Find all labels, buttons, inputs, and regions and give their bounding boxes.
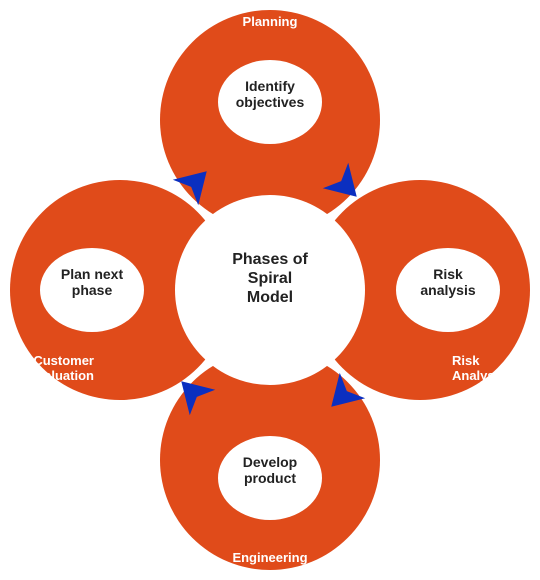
petal-right-label: Risk analysis (396, 266, 500, 298)
petal-bottom-label: Develop product (218, 454, 322, 486)
caption-right: Risk Analysis (452, 338, 524, 383)
spiral-model-diagram: Phases of Spiral Model Identify objectiv… (0, 0, 540, 580)
caption-top: Planning (220, 14, 320, 29)
center-label: Phases of Spiral Model (180, 250, 360, 308)
petal-left-label: Plan next phase (40, 266, 144, 298)
center-line2: Spiral (248, 270, 292, 287)
caption-left: Customer Evaluation (14, 338, 94, 383)
center-line3: Model (247, 289, 293, 306)
petal-top-label: Identify objectives (218, 78, 322, 110)
center-line1: Phases of (232, 251, 308, 268)
caption-bottom: Engineering (212, 550, 328, 565)
